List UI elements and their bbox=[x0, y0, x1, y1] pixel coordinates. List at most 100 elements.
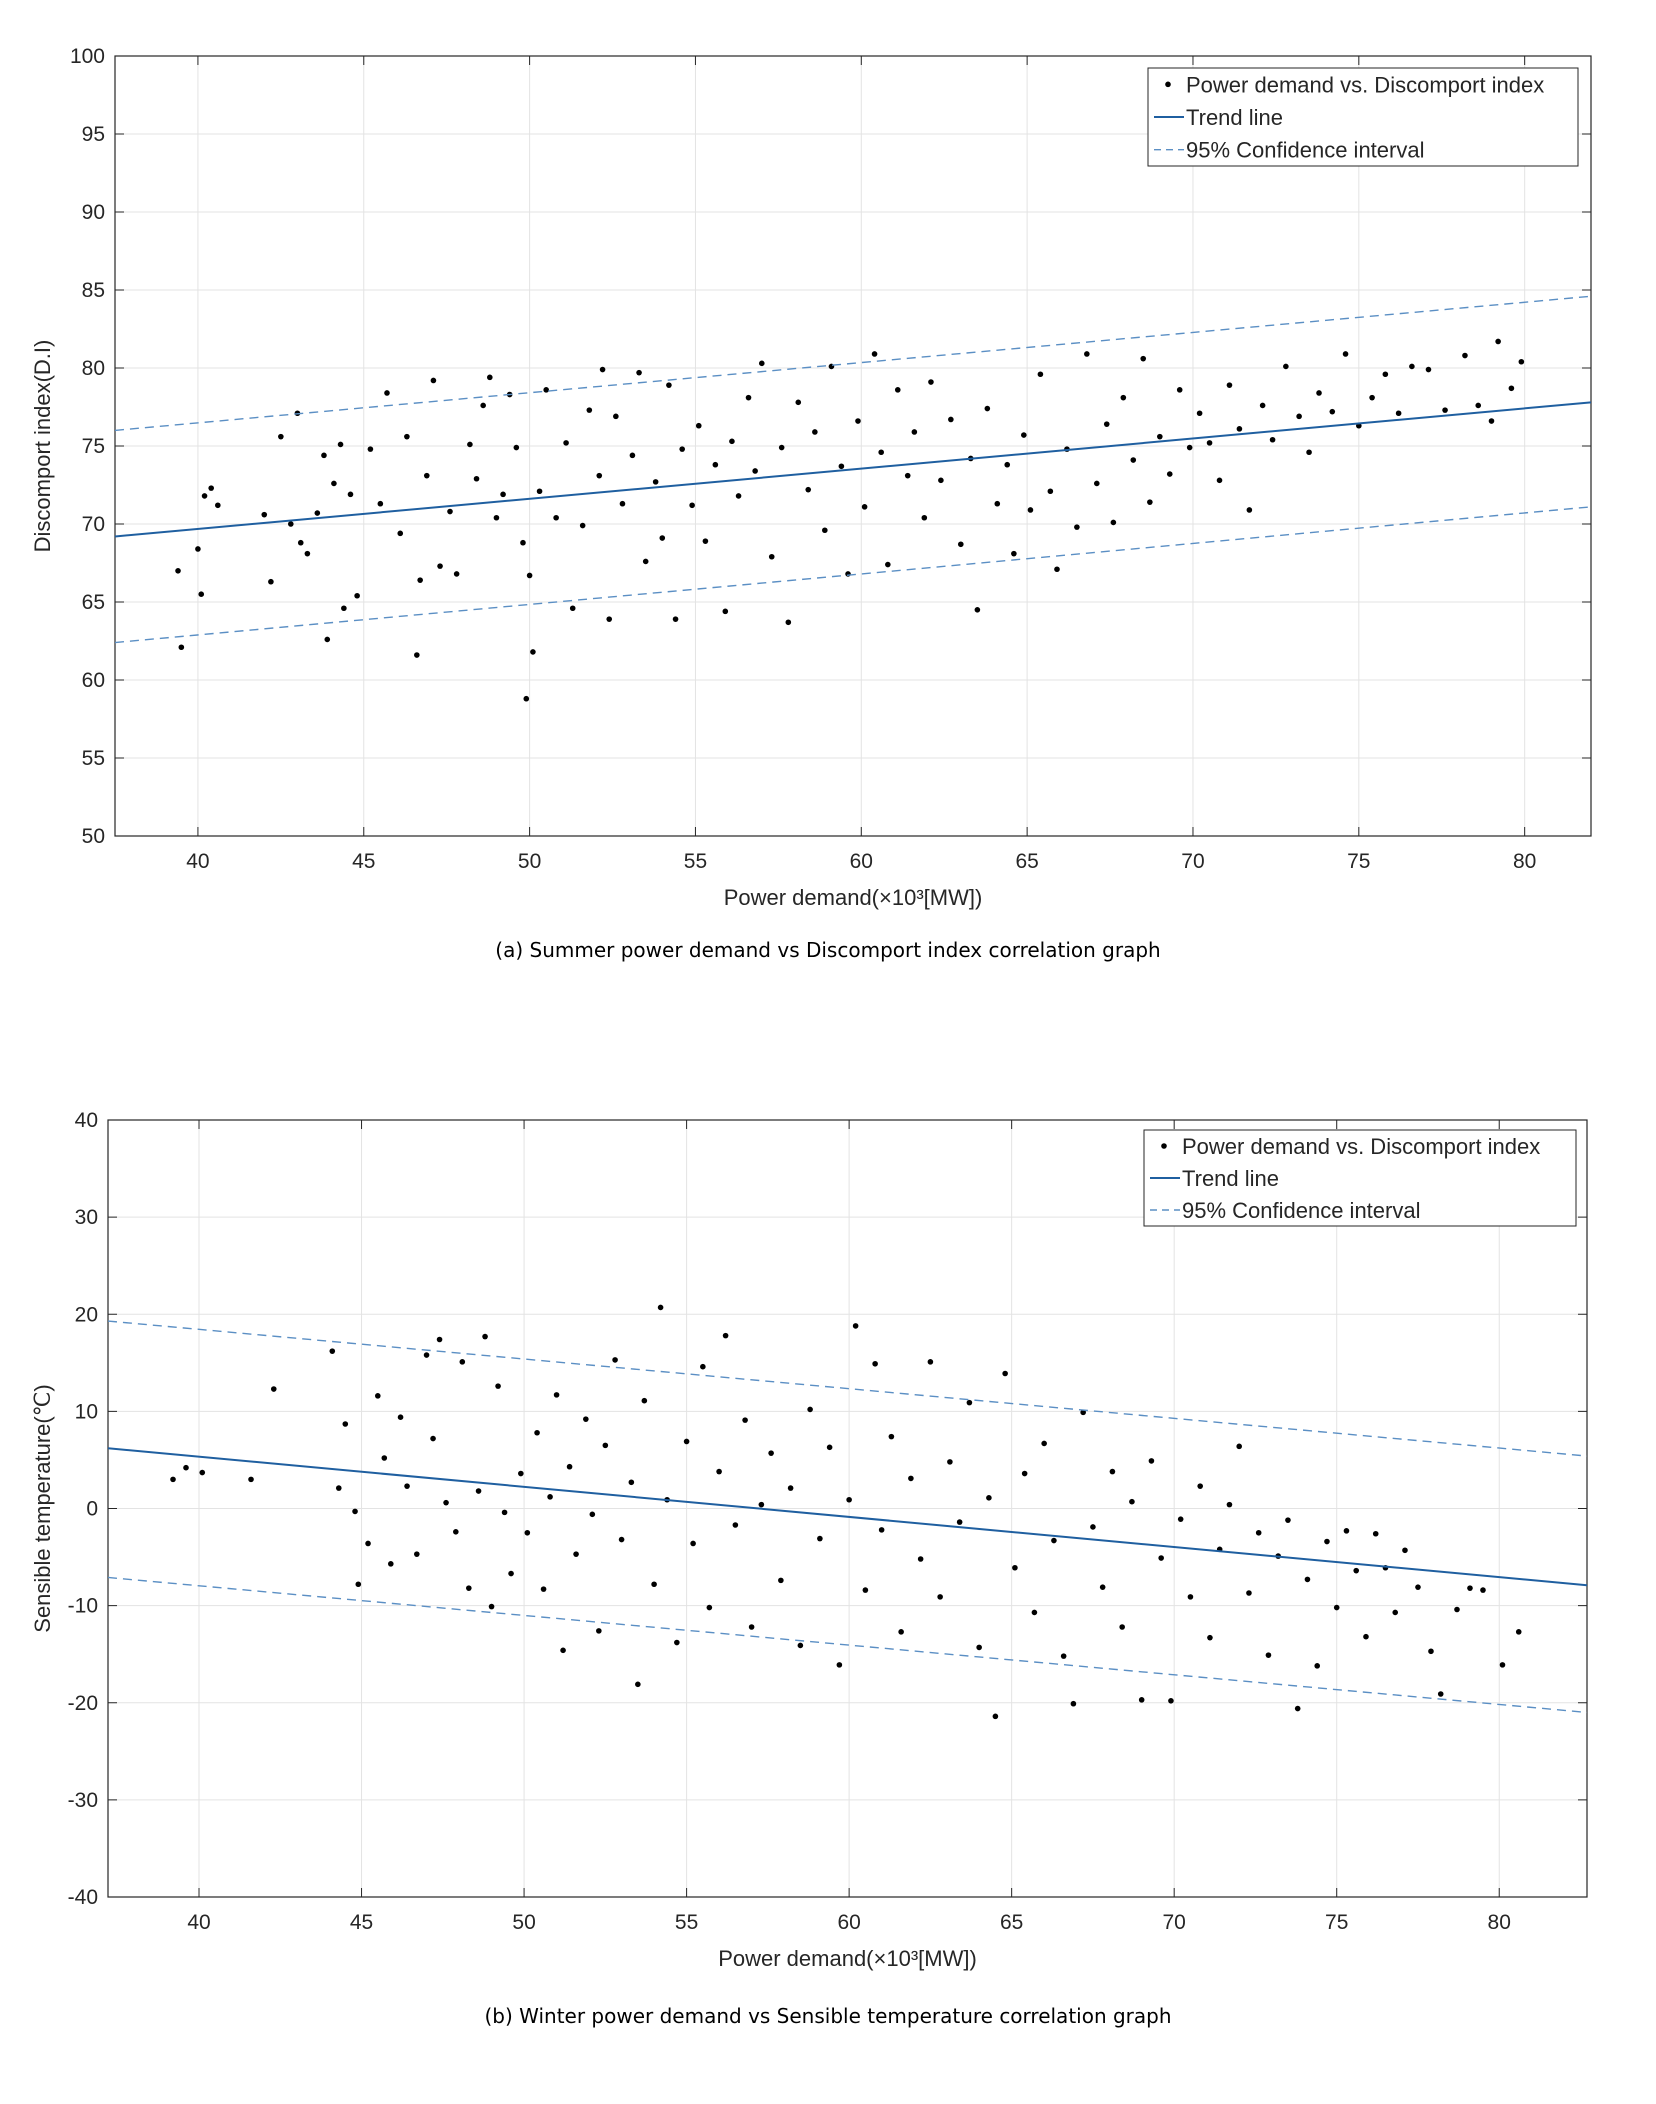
data-point bbox=[1508, 385, 1515, 392]
data-point bbox=[911, 429, 918, 435]
data-point bbox=[352, 1508, 358, 1515]
data-point bbox=[641, 1397, 648, 1404]
data-point bbox=[523, 695, 530, 702]
data-point bbox=[436, 1336, 443, 1343]
data-point bbox=[1138, 1697, 1145, 1703]
data-point bbox=[659, 535, 666, 541]
data-point bbox=[573, 1551, 579, 1557]
data-point bbox=[1499, 1662, 1506, 1668]
data-point bbox=[1041, 1440, 1047, 1447]
data-point bbox=[404, 1483, 410, 1489]
y-tick-label: -20 bbox=[68, 1692, 98, 1715]
data-point bbox=[1186, 444, 1193, 451]
data-point bbox=[387, 1561, 394, 1567]
data-point bbox=[304, 550, 311, 557]
data-point bbox=[817, 1535, 823, 1542]
data-point bbox=[838, 463, 845, 470]
x-tick-label: 75 bbox=[1325, 1911, 1348, 1934]
data-point bbox=[1011, 550, 1017, 557]
data-point bbox=[1467, 1585, 1473, 1591]
confidence-interval-line bbox=[115, 506, 1591, 644]
data-point bbox=[612, 1357, 618, 1363]
data-point bbox=[732, 1522, 739, 1528]
data-point bbox=[1343, 1528, 1350, 1534]
data-point bbox=[826, 1444, 833, 1451]
data-point bbox=[447, 508, 453, 515]
data-point bbox=[1372, 1530, 1379, 1537]
data-point bbox=[314, 510, 321, 516]
data-point bbox=[195, 546, 201, 552]
data-point bbox=[526, 572, 533, 579]
data-point bbox=[836, 1662, 843, 1668]
x-tick-label: 40 bbox=[187, 1911, 210, 1934]
data-point bbox=[855, 418, 861, 424]
data-point bbox=[862, 1587, 869, 1593]
data-point bbox=[904, 472, 911, 479]
trend-line bbox=[108, 1447, 1587, 1587]
data-point bbox=[1392, 1609, 1399, 1616]
data-point bbox=[1176, 387, 1183, 393]
data-point bbox=[423, 1352, 430, 1358]
data-point bbox=[937, 1594, 943, 1600]
data-point bbox=[208, 485, 214, 491]
data-point bbox=[297, 539, 304, 546]
legend-label: Power demand vs. Discomport index bbox=[1186, 72, 1544, 97]
data-point bbox=[1129, 1498, 1135, 1505]
data-point bbox=[553, 514, 559, 521]
y-tick-label: 75 bbox=[82, 435, 105, 458]
data-point bbox=[1488, 418, 1495, 424]
data-point bbox=[466, 1585, 472, 1591]
data-point bbox=[666, 382, 672, 388]
data-point bbox=[547, 1494, 553, 1500]
data-point bbox=[261, 511, 268, 518]
data-point bbox=[215, 502, 221, 509]
legend-marker-scatter bbox=[1165, 81, 1171, 88]
data-point bbox=[524, 1529, 531, 1536]
data-point bbox=[278, 433, 284, 440]
data-point bbox=[1060, 1653, 1067, 1659]
x-tick-label: 45 bbox=[350, 1911, 373, 1934]
data-point bbox=[534, 1429, 540, 1436]
data-point bbox=[520, 539, 526, 546]
data-point bbox=[1166, 471, 1173, 477]
data-point bbox=[1409, 363, 1415, 370]
data-point bbox=[1442, 407, 1448, 413]
data-point bbox=[1246, 1590, 1252, 1596]
data-point bbox=[1369, 394, 1375, 401]
data-point bbox=[957, 541, 964, 548]
y-tick-label: 70 bbox=[82, 513, 105, 536]
legend-label: Power demand vs. Discomport index bbox=[1182, 1134, 1540, 1159]
data-point bbox=[355, 1581, 362, 1588]
data-point bbox=[1207, 1634, 1213, 1641]
data-point bbox=[745, 394, 752, 401]
data-point bbox=[1109, 1468, 1116, 1475]
y-tick-label: 55 bbox=[82, 747, 105, 770]
data-point bbox=[423, 472, 430, 479]
x-tick-label: 55 bbox=[684, 850, 707, 873]
data-point bbox=[178, 644, 185, 651]
data-point bbox=[1269, 436, 1276, 443]
data-point bbox=[367, 446, 374, 452]
data-point bbox=[1437, 1691, 1444, 1697]
data-point bbox=[956, 1519, 963, 1525]
data-point bbox=[1027, 507, 1034, 513]
data-point bbox=[321, 452, 327, 459]
y-tick-label: 0 bbox=[86, 1498, 98, 1521]
data-point bbox=[467, 441, 473, 448]
legend-box bbox=[1143, 1129, 1577, 1227]
x-tick-label: 65 bbox=[1000, 1911, 1023, 1934]
data-point bbox=[337, 441, 344, 448]
data-point bbox=[1255, 1529, 1262, 1536]
data-point bbox=[722, 1332, 729, 1339]
data-point bbox=[248, 1476, 254, 1483]
data-point bbox=[1236, 426, 1243, 432]
data-point bbox=[430, 377, 437, 384]
data-point bbox=[198, 591, 205, 597]
data-point bbox=[618, 1536, 625, 1543]
data-point bbox=[1428, 1648, 1434, 1655]
data-point bbox=[986, 1495, 992, 1501]
data-point bbox=[878, 1527, 885, 1533]
legend: Power demand vs. Discomport index Trend l… bbox=[1143, 1129, 1577, 1227]
data-point bbox=[716, 1468, 722, 1475]
data-point bbox=[374, 1393, 381, 1399]
